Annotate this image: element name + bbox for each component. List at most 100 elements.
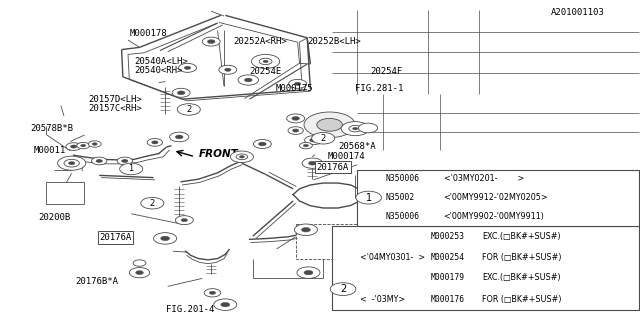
Circle shape (136, 271, 143, 275)
Bar (46, 182, 84, 204)
Circle shape (170, 132, 189, 142)
Circle shape (252, 54, 280, 68)
Circle shape (96, 159, 102, 163)
Circle shape (304, 270, 313, 275)
Text: M000176: M000176 (431, 295, 465, 304)
Circle shape (259, 58, 272, 65)
Circle shape (301, 228, 310, 232)
Text: 20568*A: 20568*A (338, 142, 376, 151)
Circle shape (77, 142, 90, 149)
Text: <'00MY9912-'02MY0205>: <'00MY9912-'02MY0205> (444, 193, 548, 202)
Circle shape (349, 125, 362, 132)
Circle shape (177, 104, 200, 115)
Circle shape (317, 118, 342, 131)
Circle shape (310, 138, 317, 142)
Circle shape (179, 63, 196, 72)
Text: A201001103: A201001103 (550, 8, 604, 17)
Circle shape (230, 151, 253, 163)
Circle shape (117, 157, 132, 165)
Circle shape (141, 197, 164, 209)
Circle shape (236, 154, 248, 160)
Circle shape (219, 65, 237, 74)
Circle shape (308, 161, 316, 165)
Text: M000174: M000174 (328, 152, 365, 161)
Circle shape (64, 159, 79, 167)
Text: 20252A<RH>: 20252A<RH> (234, 37, 287, 46)
Circle shape (81, 144, 86, 147)
Circle shape (92, 157, 107, 165)
Circle shape (58, 156, 86, 170)
Circle shape (304, 112, 355, 138)
Circle shape (122, 159, 128, 163)
Text: 20157C<RH>: 20157C<RH> (88, 104, 142, 113)
Text: FOR (□BK#+SUS#): FOR (□BK#+SUS#) (482, 253, 561, 262)
Circle shape (133, 260, 146, 266)
Circle shape (312, 132, 335, 144)
Text: M000253: M000253 (431, 232, 465, 241)
Circle shape (152, 141, 158, 144)
Circle shape (161, 236, 170, 241)
Text: 20254E: 20254E (250, 67, 282, 76)
Circle shape (294, 224, 317, 236)
Circle shape (177, 91, 185, 95)
Circle shape (244, 78, 252, 82)
Text: 1: 1 (365, 193, 372, 203)
Circle shape (239, 156, 244, 158)
Text: 20176A: 20176A (99, 233, 131, 242)
Circle shape (221, 302, 230, 307)
Circle shape (238, 75, 259, 85)
Text: EXC.(□BK#+SUS#): EXC.(□BK#+SUS#) (482, 232, 561, 241)
Circle shape (68, 162, 75, 165)
Text: 20540A<LH>: 20540A<LH> (134, 57, 188, 66)
Circle shape (225, 68, 231, 71)
Text: 20176A: 20176A (317, 163, 349, 172)
Circle shape (92, 143, 97, 145)
Text: 2: 2 (340, 284, 346, 294)
Circle shape (287, 114, 305, 123)
Text: 2: 2 (321, 134, 326, 143)
Bar (332, 226, 639, 310)
Circle shape (202, 37, 220, 46)
Text: 2: 2 (150, 199, 155, 208)
Text: N350006: N350006 (386, 212, 420, 221)
Text: FOR (□BK#+SUS#): FOR (□BK#+SUS#) (482, 295, 561, 304)
Circle shape (204, 289, 221, 297)
Circle shape (292, 129, 299, 132)
Circle shape (297, 267, 320, 278)
Circle shape (356, 191, 381, 204)
Text: M000254: M000254 (431, 253, 465, 262)
Circle shape (292, 116, 300, 120)
Circle shape (341, 122, 369, 136)
Text: EXC.(□BK#+SUS#): EXC.(□BK#+SUS#) (482, 273, 561, 283)
Circle shape (300, 142, 312, 149)
Circle shape (259, 142, 266, 146)
Text: <  -'03MY>: < -'03MY> (360, 295, 406, 304)
Circle shape (88, 141, 101, 147)
Text: 20254F: 20254F (370, 67, 402, 76)
Text: N350006: N350006 (386, 174, 420, 183)
Circle shape (294, 82, 301, 85)
Circle shape (305, 136, 323, 145)
Circle shape (358, 123, 378, 133)
Circle shape (184, 66, 191, 69)
Circle shape (214, 299, 237, 310)
Circle shape (209, 291, 216, 294)
Text: M000179: M000179 (431, 273, 465, 283)
Circle shape (175, 216, 193, 225)
Text: <'03MY0201-        >: <'03MY0201- > (444, 174, 524, 183)
Circle shape (289, 79, 307, 88)
Text: M000175: M000175 (275, 84, 313, 92)
Text: M000178: M000178 (130, 29, 168, 38)
Circle shape (263, 60, 268, 63)
Text: <'00MY9902-'00MY9911): <'00MY9902-'00MY9911) (444, 212, 545, 221)
Text: 20200B: 20200B (38, 213, 70, 222)
Text: FIG.201-4: FIG.201-4 (166, 305, 215, 314)
Circle shape (302, 158, 323, 168)
Text: 20540<RH>: 20540<RH> (134, 66, 183, 75)
Circle shape (154, 233, 177, 244)
Circle shape (66, 143, 81, 150)
Circle shape (288, 127, 303, 134)
Circle shape (147, 139, 163, 146)
Circle shape (172, 88, 190, 97)
Circle shape (129, 268, 150, 278)
